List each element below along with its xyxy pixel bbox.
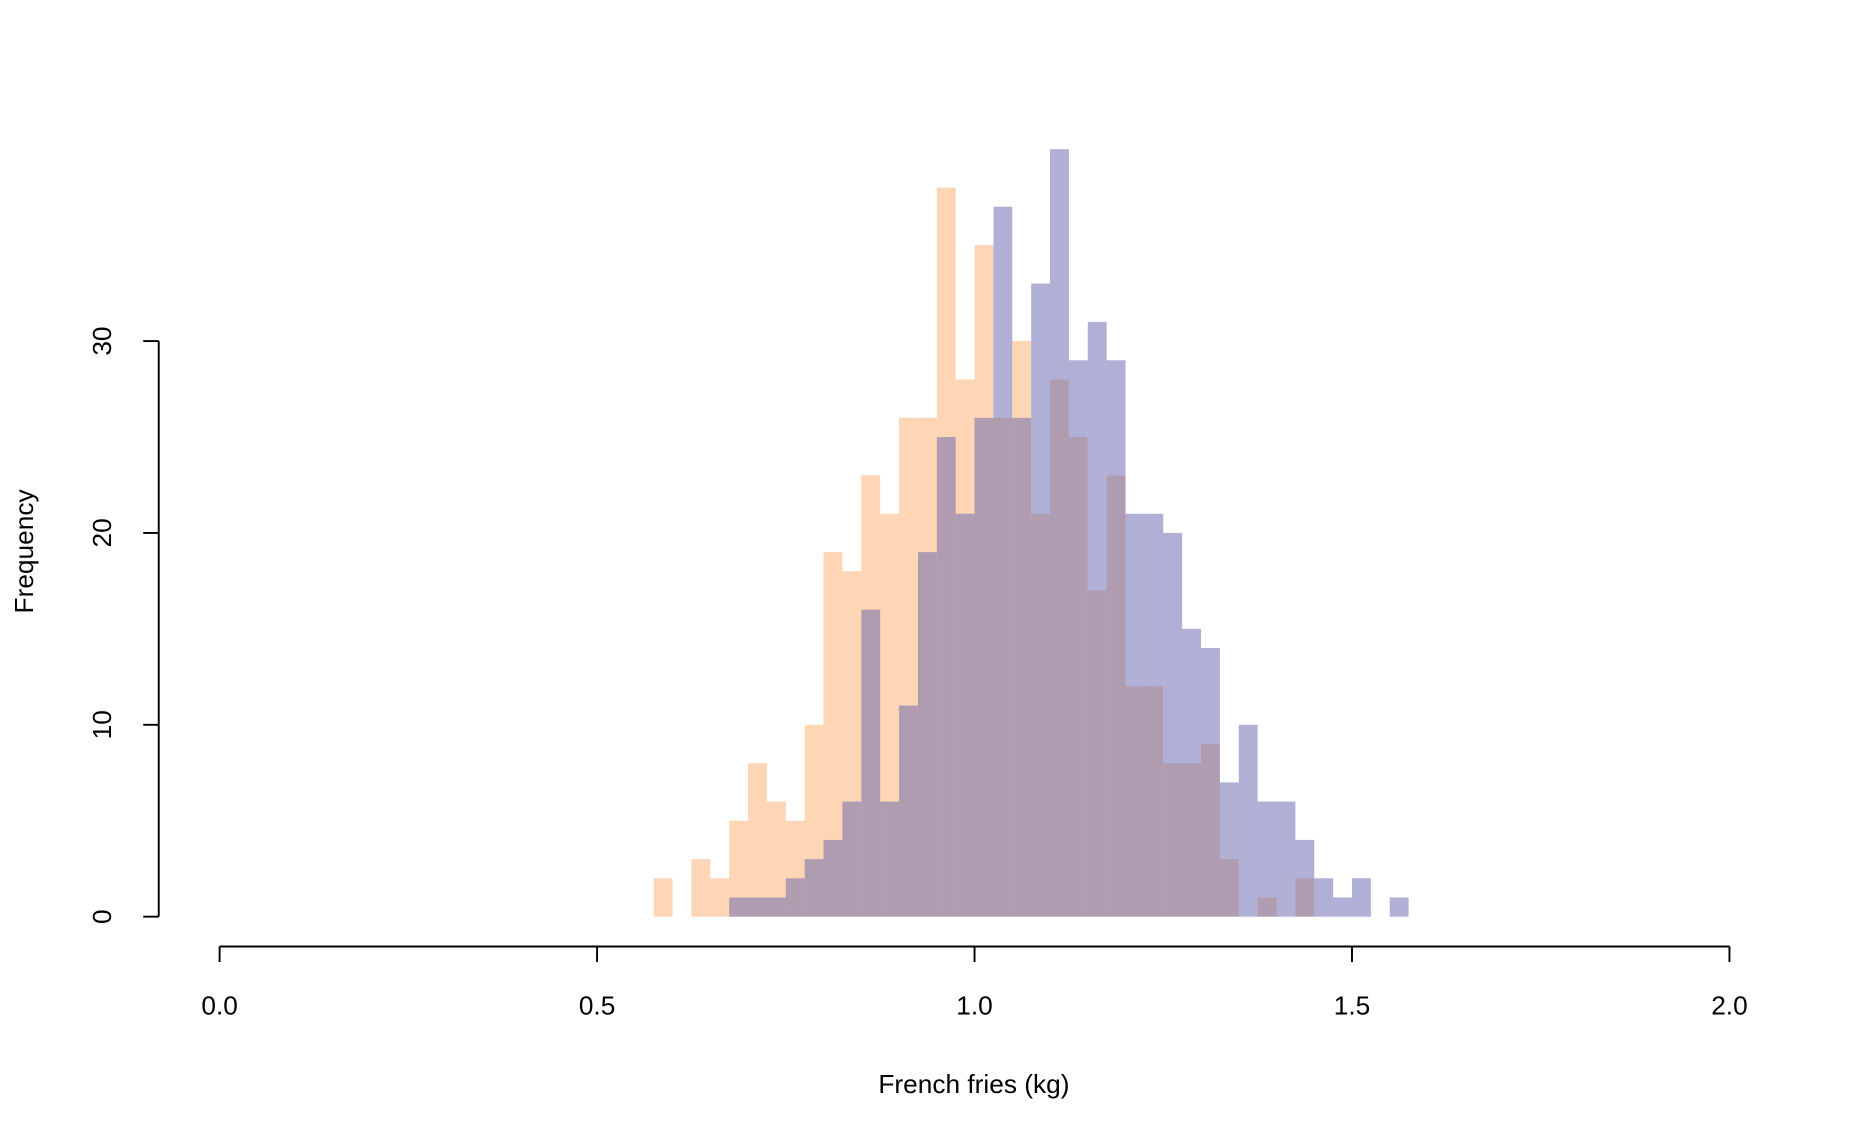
histogram-bar: [842, 801, 862, 917]
histogram-bar: [1219, 782, 1239, 917]
histogram-bar: [974, 417, 994, 917]
histogram-bar: [691, 859, 711, 917]
histogram-bar: [1125, 513, 1145, 917]
histogram-bar: [1314, 878, 1334, 917]
histogram-bar: [748, 897, 767, 917]
histogram-bar: [823, 552, 843, 917]
histogram-bar: [804, 859, 824, 917]
histogram-bar: [729, 897, 749, 917]
histogram-bar: [766, 801, 786, 917]
histogram-bar: [1087, 321, 1107, 917]
histogram-bar: [1389, 897, 1409, 917]
histogram-bar: [1031, 283, 1051, 917]
histogram-bar: [1276, 801, 1296, 917]
y-tick-label: 20: [87, 518, 117, 547]
histogram-bar: [861, 609, 881, 917]
histogram-bar: [917, 552, 937, 917]
y-tick-label: 30: [87, 326, 117, 355]
histogram-bar: [785, 878, 805, 917]
x-tick-label: 1.0: [956, 990, 992, 1020]
histogram-bar: [1257, 801, 1277, 917]
histogram-bar: [823, 839, 843, 917]
histogram-bar: [766, 897, 786, 917]
y-tick-label: 10: [87, 710, 117, 739]
histogram-bar: [955, 513, 975, 917]
histogram-bar: [936, 437, 956, 917]
histogram-bar: [1295, 839, 1315, 917]
histogram-bar: [1351, 878, 1371, 917]
histogram-bar: [1238, 724, 1258, 917]
x-tick-label: 0.0: [201, 990, 238, 1020]
histogram-bar: [1144, 513, 1164, 917]
histogram-bar: [899, 705, 918, 917]
x-axis-label: French fries (kg): [878, 1069, 1069, 1099]
histogram-bar: [880, 801, 900, 917]
histogram-bar: [1012, 417, 1032, 917]
histogram-bar: [729, 820, 749, 917]
x-tick-label: 0.5: [579, 990, 616, 1020]
x-tick-label: 1.5: [1334, 990, 1371, 1020]
y-axis-label: Frequency: [9, 489, 39, 614]
histogram-bar: [1333, 897, 1352, 917]
histogram-bar: [710, 878, 730, 917]
histogram-bar: [1201, 648, 1220, 917]
y-tick-label: 0: [87, 909, 117, 924]
histogram-bar: [993, 206, 1013, 917]
histogram-bar: [1050, 149, 1069, 917]
histogram-bar: [1068, 360, 1088, 917]
histogram-bar: [1106, 360, 1126, 917]
x-tick-label: 2.0: [1711, 990, 1747, 1020]
histogram-bar: [653, 878, 673, 917]
histogram-bar: [1182, 628, 1202, 917]
histogram-bar: [748, 763, 767, 917]
histogram-bar: [1163, 532, 1183, 917]
